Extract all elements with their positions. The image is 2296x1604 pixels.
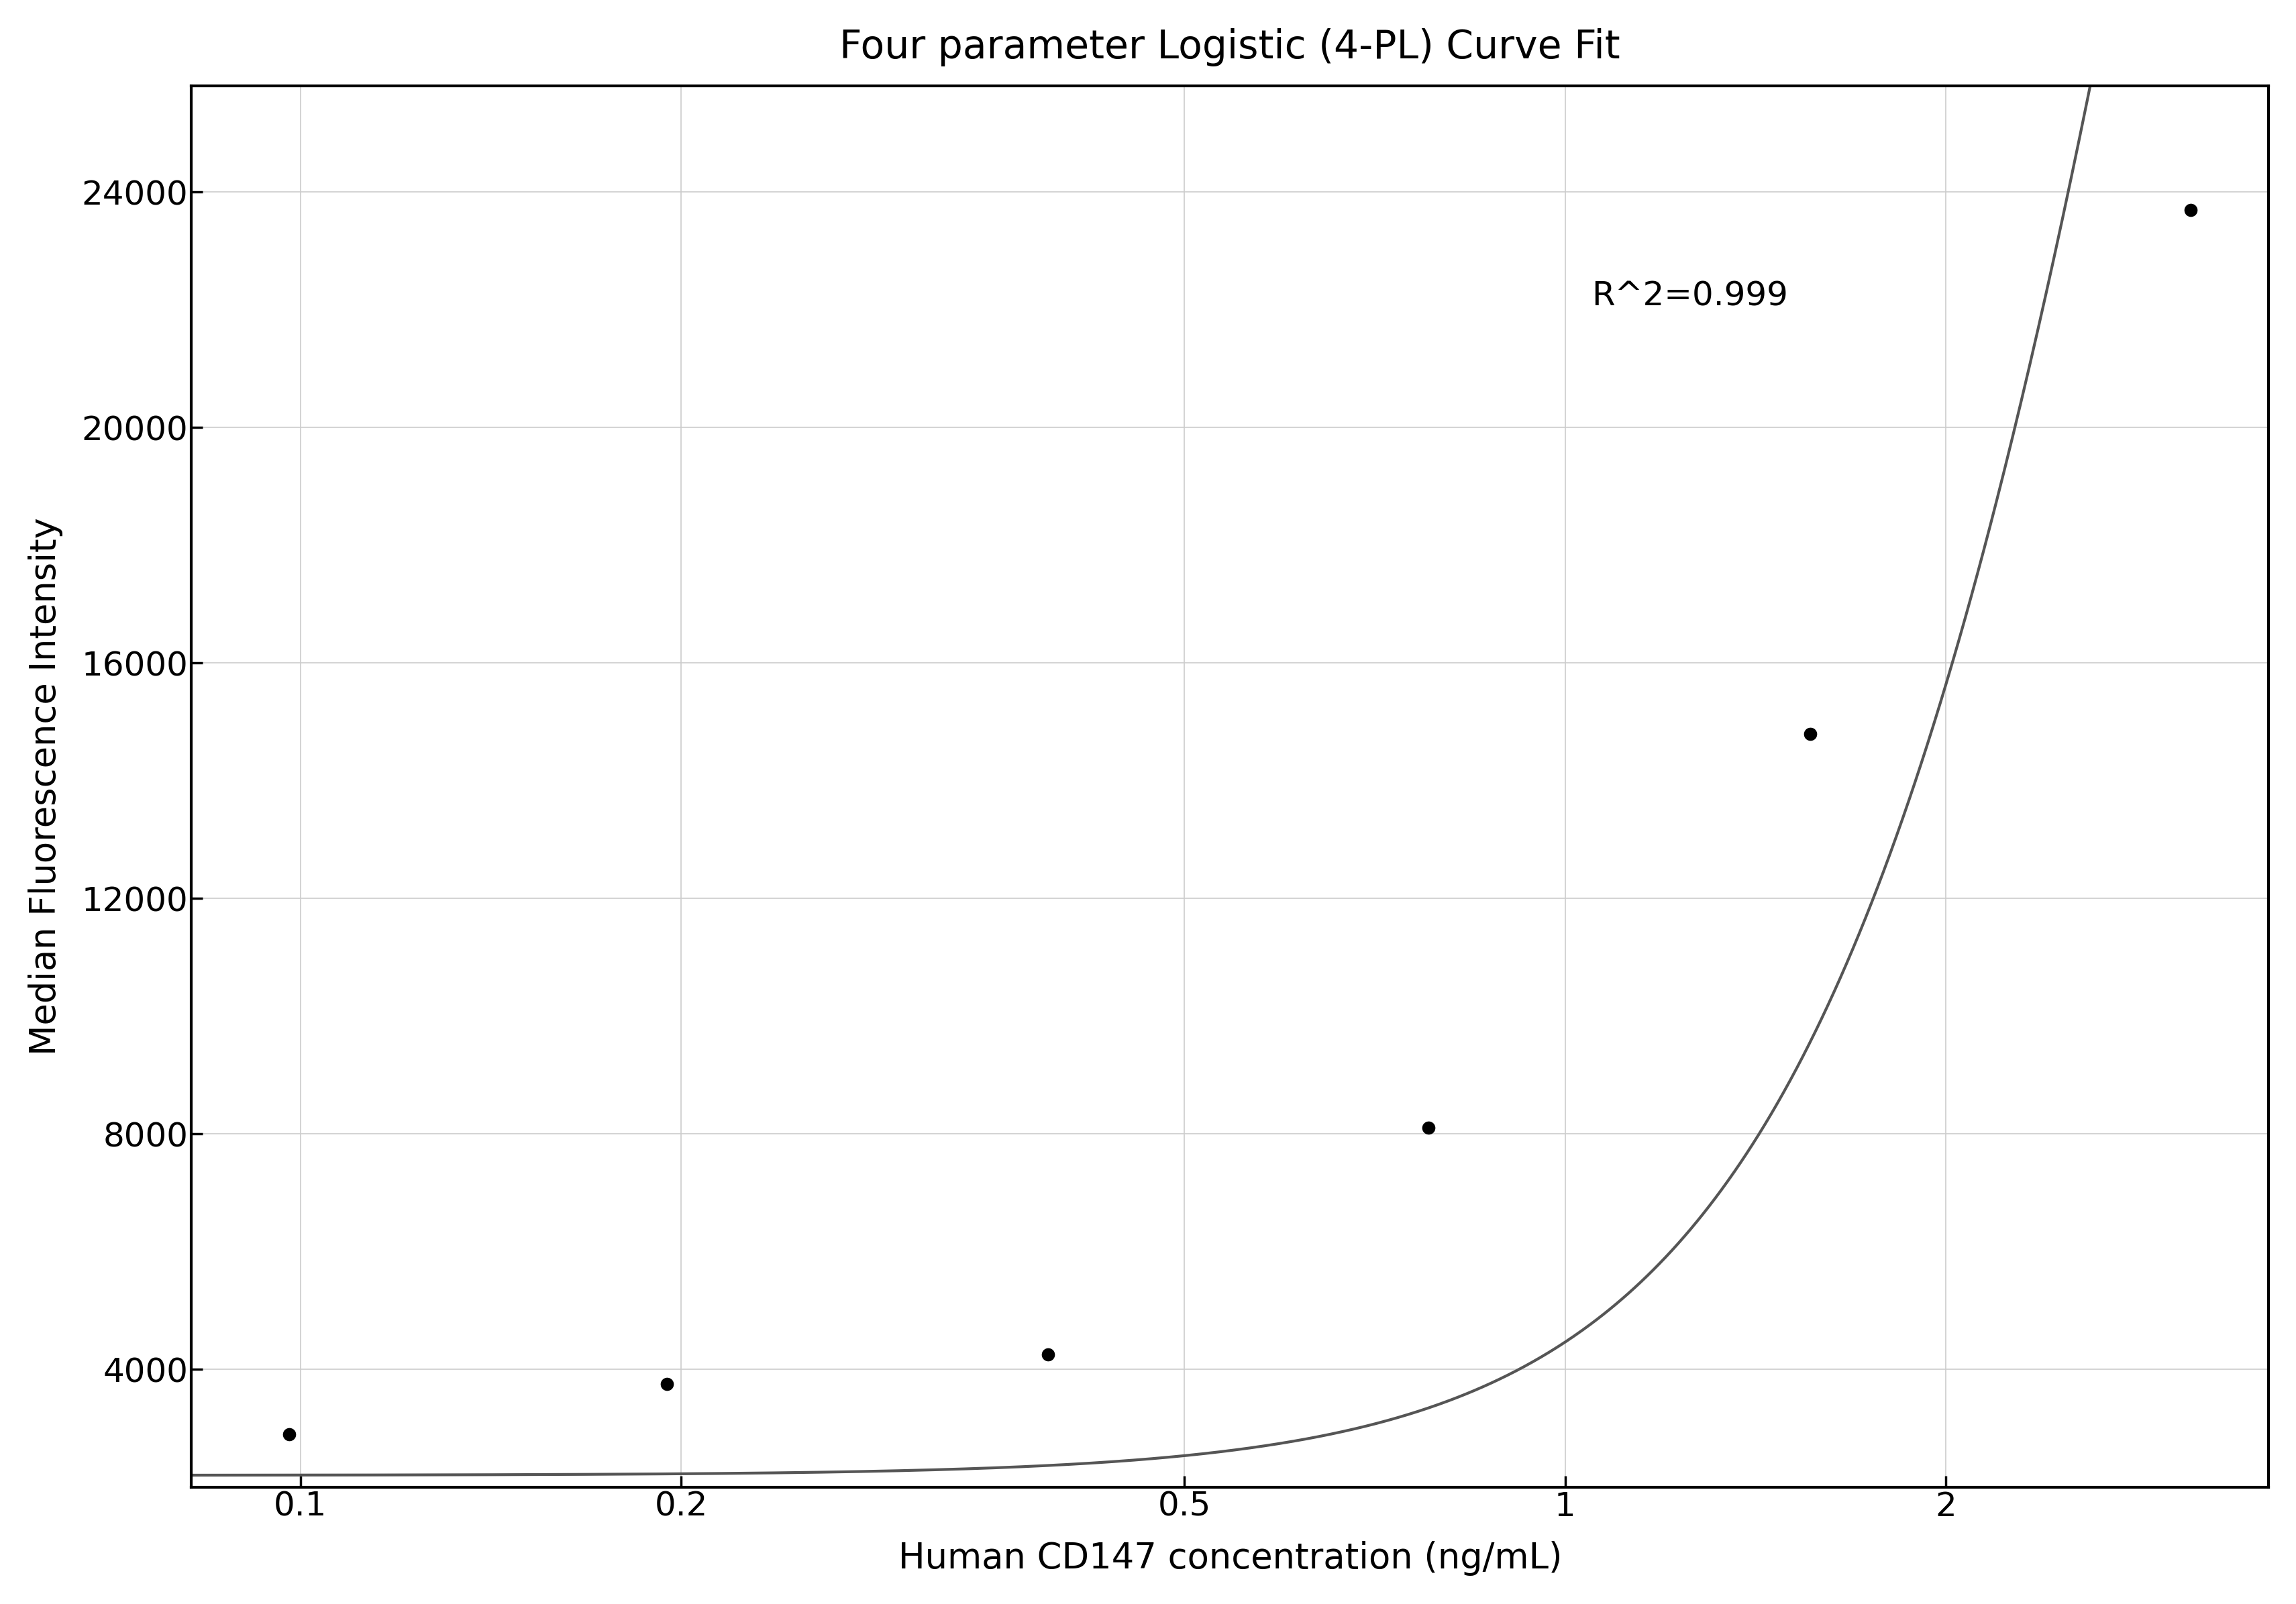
Point (1791, 720, 1828, 746)
X-axis label: Human CD147 concentration (ng/mL): Human CD147 concentration (ng/mL) (898, 1541, 1561, 1577)
Point (271, 1421, 308, 1447)
Text: R^2=0.999: R^2=0.999 (1591, 281, 1789, 313)
Point (647, 1371, 684, 1397)
Title: Four parameter Logistic (4-PL) Curve Fit: Four parameter Logistic (4-PL) Curve Fit (840, 27, 1621, 66)
Point (1029, 1343, 1065, 1368)
Y-axis label: Median Fluorescence Intensity: Median Fluorescence Intensity (28, 518, 62, 1055)
Point (1410, 1115, 1446, 1140)
Point (2172, 197, 2209, 223)
